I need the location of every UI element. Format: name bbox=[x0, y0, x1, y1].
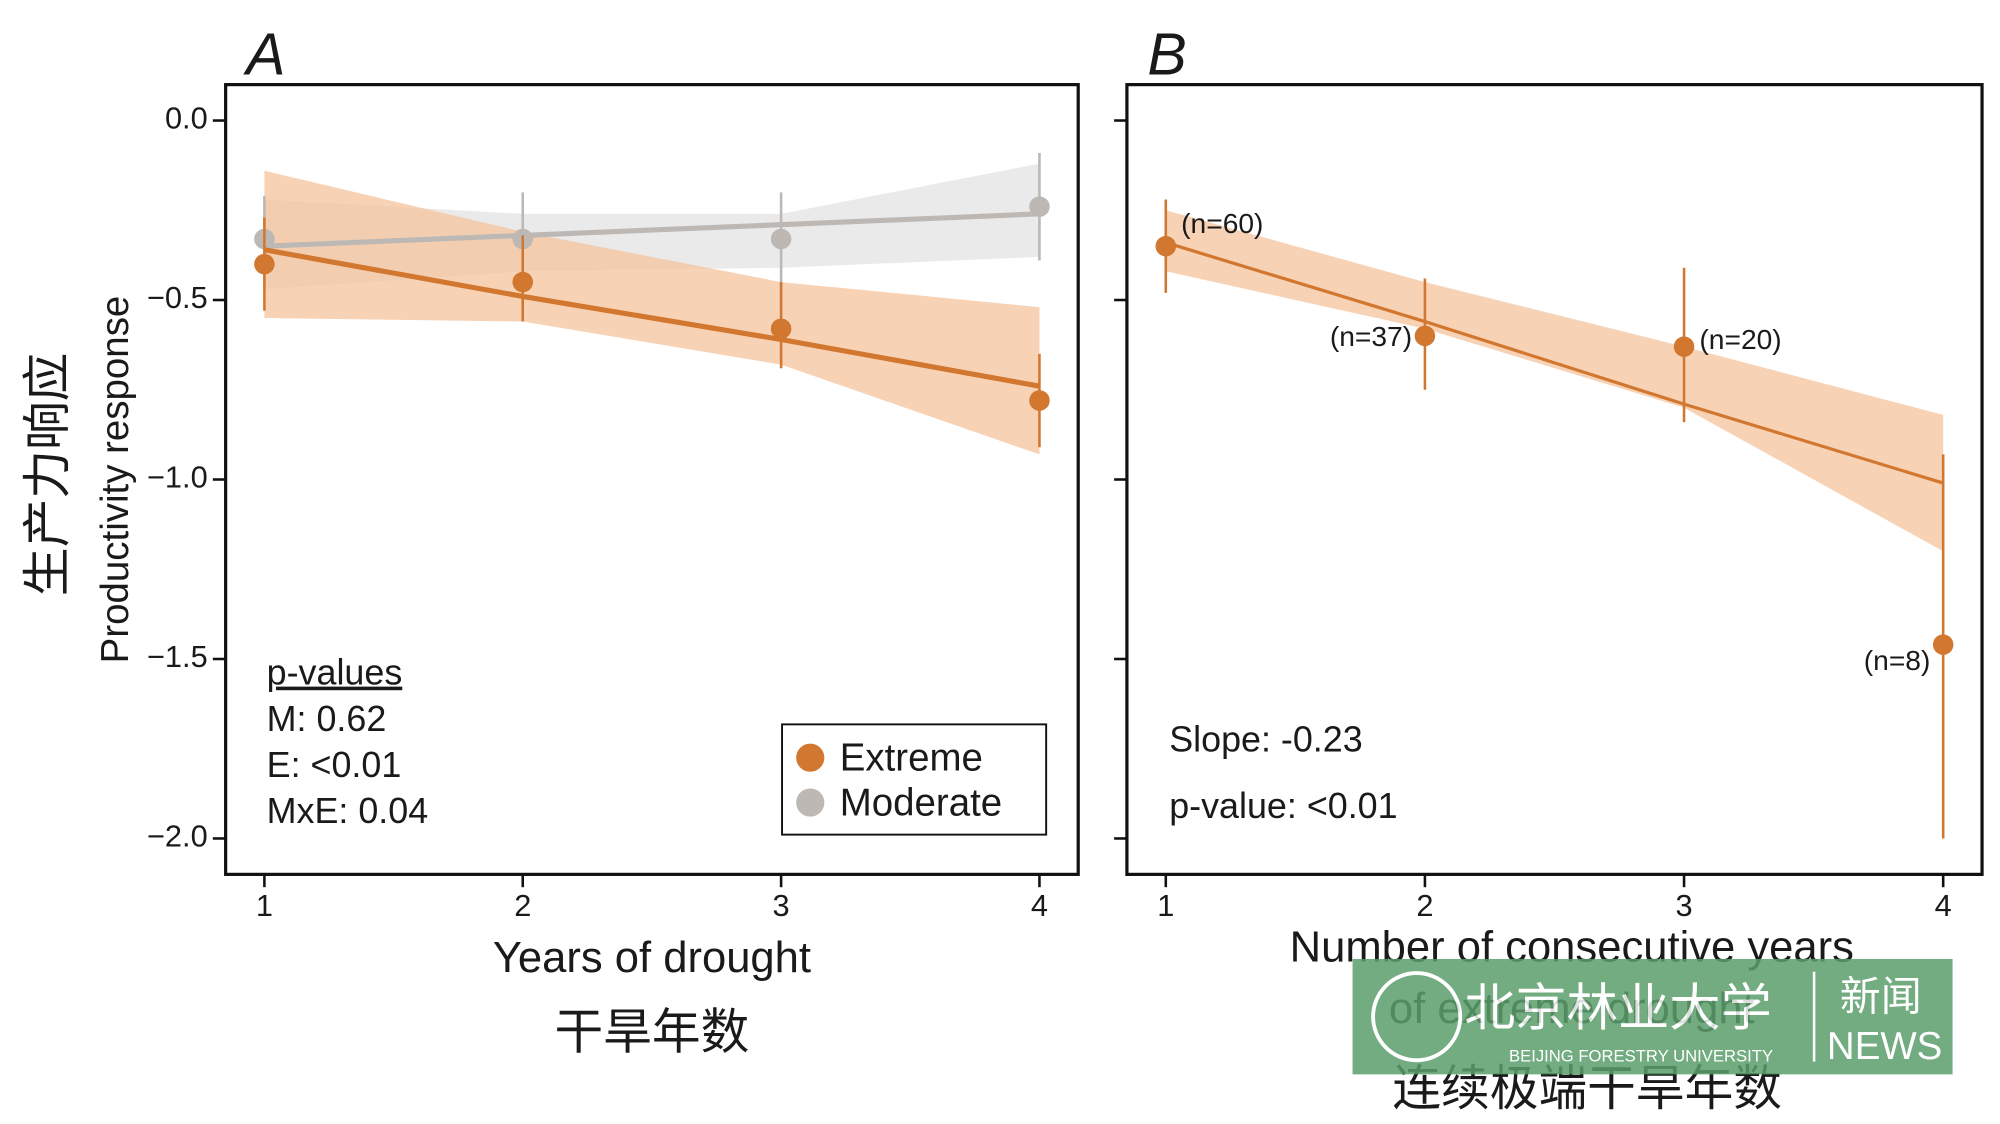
annotation: E: <0.01 bbox=[267, 745, 402, 785]
point-label: (n=20) bbox=[1699, 323, 1781, 355]
legend-label: Extreme bbox=[840, 737, 983, 780]
x-tick-label: 2 bbox=[514, 888, 531, 923]
watermark: 北京林业大学 BEIJING FORESTRY UNIVERSITY 新闻 NEWS bbox=[1352, 958, 1953, 1075]
legend-box bbox=[781, 723, 1048, 836]
x-tick-label: 1 bbox=[256, 888, 273, 923]
y-axis-label: Productivity response bbox=[94, 296, 137, 664]
fit-line bbox=[263, 247, 1040, 389]
x-axis-label-cn: 干旱年数 bbox=[555, 1005, 750, 1061]
annotation: MxE: 0.04 bbox=[267, 791, 429, 831]
data-point bbox=[1673, 336, 1695, 357]
x-axis-label: Years of drought bbox=[493, 934, 811, 982]
legend-label: Moderate bbox=[840, 781, 1002, 824]
data-point bbox=[1029, 196, 1050, 217]
x-tick-label: 3 bbox=[1675, 888, 1692, 923]
fit-line bbox=[264, 211, 1040, 249]
x-tick-label: 3 bbox=[773, 888, 790, 923]
watermark-name-cn: 北京林业大学 bbox=[1464, 979, 1772, 1039]
data-point bbox=[254, 253, 275, 275]
y-axis-label-cn: 生产力响应 bbox=[20, 353, 76, 597]
annotation: p-values bbox=[267, 653, 403, 693]
confidence-band bbox=[264, 170, 1040, 455]
watermark-news-en: NEWS bbox=[1827, 1025, 1942, 1068]
data-point bbox=[770, 318, 792, 339]
point-label: (n=8) bbox=[1864, 644, 1931, 676]
x-tick-label: 4 bbox=[1935, 888, 1952, 923]
point-label: (n=37) bbox=[1330, 320, 1412, 352]
annotation: Slope: -0.23 bbox=[1169, 719, 1362, 759]
point-label: (n=60) bbox=[1181, 207, 1263, 239]
data-point bbox=[1414, 325, 1436, 347]
y-tick-label: −2.0 bbox=[147, 819, 208, 854]
x-tick-label: 2 bbox=[1416, 888, 1433, 923]
legend-marker bbox=[796, 743, 825, 772]
confidence-band bbox=[1165, 210, 1944, 552]
y-tick-label: 0.0 bbox=[165, 101, 208, 136]
annotation: p-value: <0.01 bbox=[1169, 786, 1397, 826]
watermark-box bbox=[1352, 958, 1953, 1075]
x-tick-label: 4 bbox=[1031, 888, 1048, 923]
data-point bbox=[1932, 634, 1954, 655]
data-point bbox=[770, 228, 792, 250]
y-tick-label: −1.0 bbox=[147, 460, 208, 495]
y-tick-label: −1.5 bbox=[147, 639, 208, 674]
y-tick-label: −0.5 bbox=[147, 280, 208, 315]
x-tick-label: 1 bbox=[1157, 888, 1174, 923]
panel-letter: A bbox=[243, 22, 285, 87]
legend-marker bbox=[796, 788, 825, 817]
watermark-name-en: BEIJING FORESTRY UNIVERSITY bbox=[1509, 1047, 1773, 1066]
panel-letter: B bbox=[1147, 22, 1186, 87]
data-point bbox=[512, 271, 534, 293]
data-point bbox=[1155, 235, 1177, 257]
fit-line bbox=[1165, 241, 1944, 485]
watermark-seal bbox=[1371, 971, 1463, 1063]
data-point bbox=[1029, 390, 1050, 411]
watermark-news-cn: 新闻 bbox=[1840, 972, 1922, 1020]
annotation: M: 0.62 bbox=[267, 699, 387, 739]
